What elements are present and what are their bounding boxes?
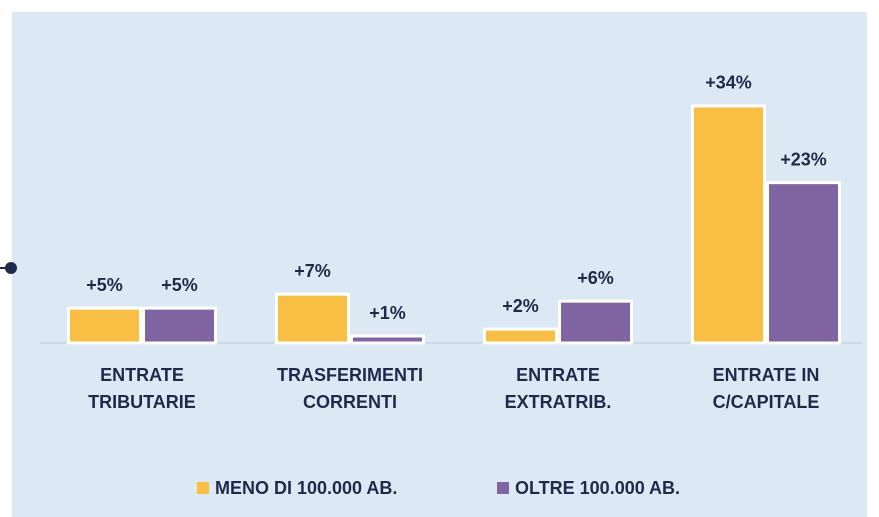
bar (350, 334, 425, 345)
legend-label: OLTRE 100.000 AB. (515, 478, 680, 498)
value-label: +5% (86, 275, 123, 295)
connector-dot (5, 262, 17, 274)
bar (67, 306, 142, 345)
bar (766, 181, 841, 345)
value-label: +5% (161, 275, 198, 295)
bar (691, 104, 766, 345)
value-label: +34% (705, 73, 752, 93)
x-tick-label: EXTRATRIB. (505, 392, 612, 412)
x-tick-label: ENTRATE (100, 365, 184, 385)
x-tick-label: C/CAPITALE (713, 392, 820, 412)
legend-swatch (497, 482, 509, 494)
value-label: +23% (780, 149, 827, 169)
value-label: +6% (577, 268, 614, 288)
value-label: +2% (502, 296, 539, 316)
bar (142, 306, 217, 345)
x-tick-label: TRASFERIMENTI (277, 365, 423, 385)
value-label: +7% (294, 261, 331, 281)
legend-swatch (197, 482, 209, 494)
value-label: +1% (369, 303, 406, 323)
x-tick-label: CORRENTI (303, 392, 397, 412)
bar (558, 299, 633, 345)
x-tick-label: TRIBUTARIE (88, 392, 196, 412)
x-tick-label: ENTRATE IN (713, 365, 820, 385)
bar (483, 327, 558, 345)
bar (275, 292, 350, 345)
x-tick-label: ENTRATE (516, 365, 600, 385)
legend-label: MENO DI 100.000 AB. (215, 478, 397, 498)
